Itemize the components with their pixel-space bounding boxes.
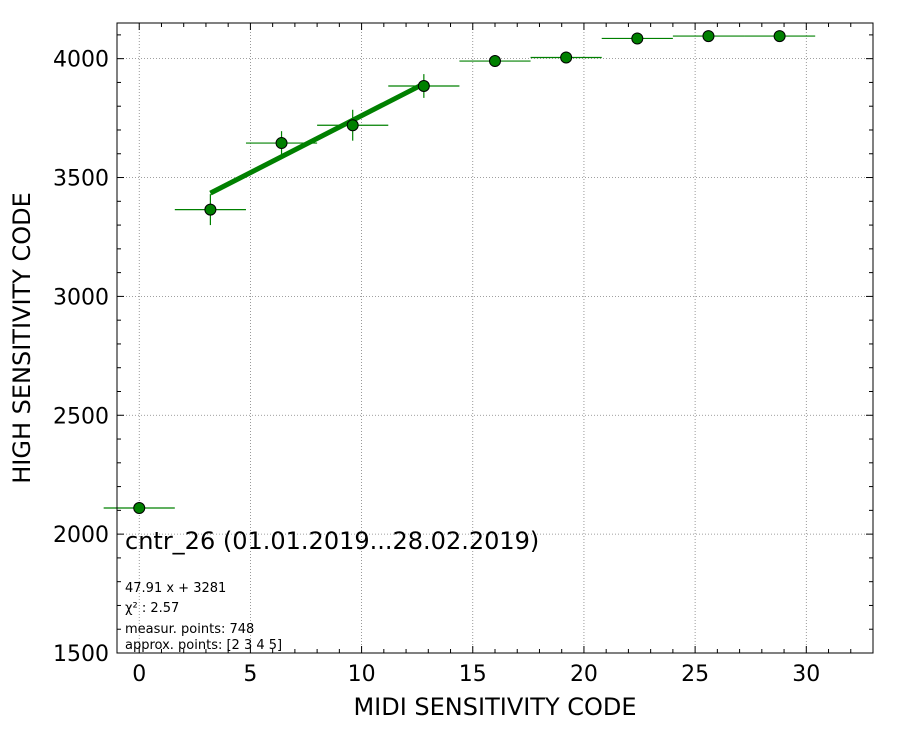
x-tick-label: 10 — [348, 662, 376, 687]
data-point — [103, 501, 175, 514]
x-tick-label: 0 — [132, 662, 146, 687]
point-marker — [204, 203, 217, 216]
data-point — [672, 30, 745, 43]
axis-ticks — [117, 23, 874, 654]
x-tick-label: 15 — [459, 662, 487, 687]
y-tick-label: 2500 — [53, 404, 109, 429]
point-marker — [489, 55, 501, 68]
data-point — [317, 109, 389, 141]
x-axis-label: MIDI SENSITIVITY CODE — [353, 693, 636, 721]
y-axis-label: HIGH SENSITIVITY CODE — [8, 192, 36, 484]
chi2-label: χ² : 2.57 — [125, 601, 179, 616]
data-point — [530, 51, 602, 64]
grid — [117, 23, 873, 654]
point-marker — [417, 80, 430, 92]
point-marker — [631, 32, 644, 45]
point-marker — [275, 137, 288, 150]
plot-frame — [116, 22, 874, 654]
data-point — [744, 30, 816, 43]
fit-line — [209, 81, 425, 196]
y-tick-label: 2000 — [53, 523, 109, 548]
y-tick-label: 1500 — [53, 642, 109, 667]
y-tick-label: 4000 — [53, 48, 109, 73]
data-points — [103, 30, 816, 514]
point-marker — [773, 30, 786, 43]
tick-labels: 0 5 10 15 20 25 30 1500 2000 2500 3000 3500 4000 — [53, 48, 820, 687]
measur-points-label: measur. points: 748 — [125, 622, 254, 637]
x-tick-label: 30 — [792, 662, 820, 687]
data-point — [601, 32, 673, 45]
y-tick-label: 3000 — [53, 285, 109, 310]
data-point — [245, 131, 318, 155]
point-marker — [560, 51, 573, 64]
point-marker — [346, 119, 359, 132]
approx-points-label: approx. points: [2 3 4 5] — [125, 638, 282, 653]
x-tick-label: 5 — [243, 662, 257, 687]
x-tick-label: 20 — [570, 662, 598, 687]
data-point — [388, 74, 460, 98]
point-marker — [133, 501, 146, 514]
data-point — [459, 55, 531, 68]
point-marker — [702, 30, 715, 43]
fit-equation-label: 47.91 x + 3281 — [125, 581, 226, 596]
data-point — [174, 194, 246, 226]
y-tick-label: 3500 — [53, 167, 109, 192]
fit-line-layer — [209, 81, 425, 196]
x-tick-label: 25 — [681, 662, 709, 687]
chart-title-annotation: cntr_26 (01.01.2019...28.02.2019) — [125, 527, 539, 555]
